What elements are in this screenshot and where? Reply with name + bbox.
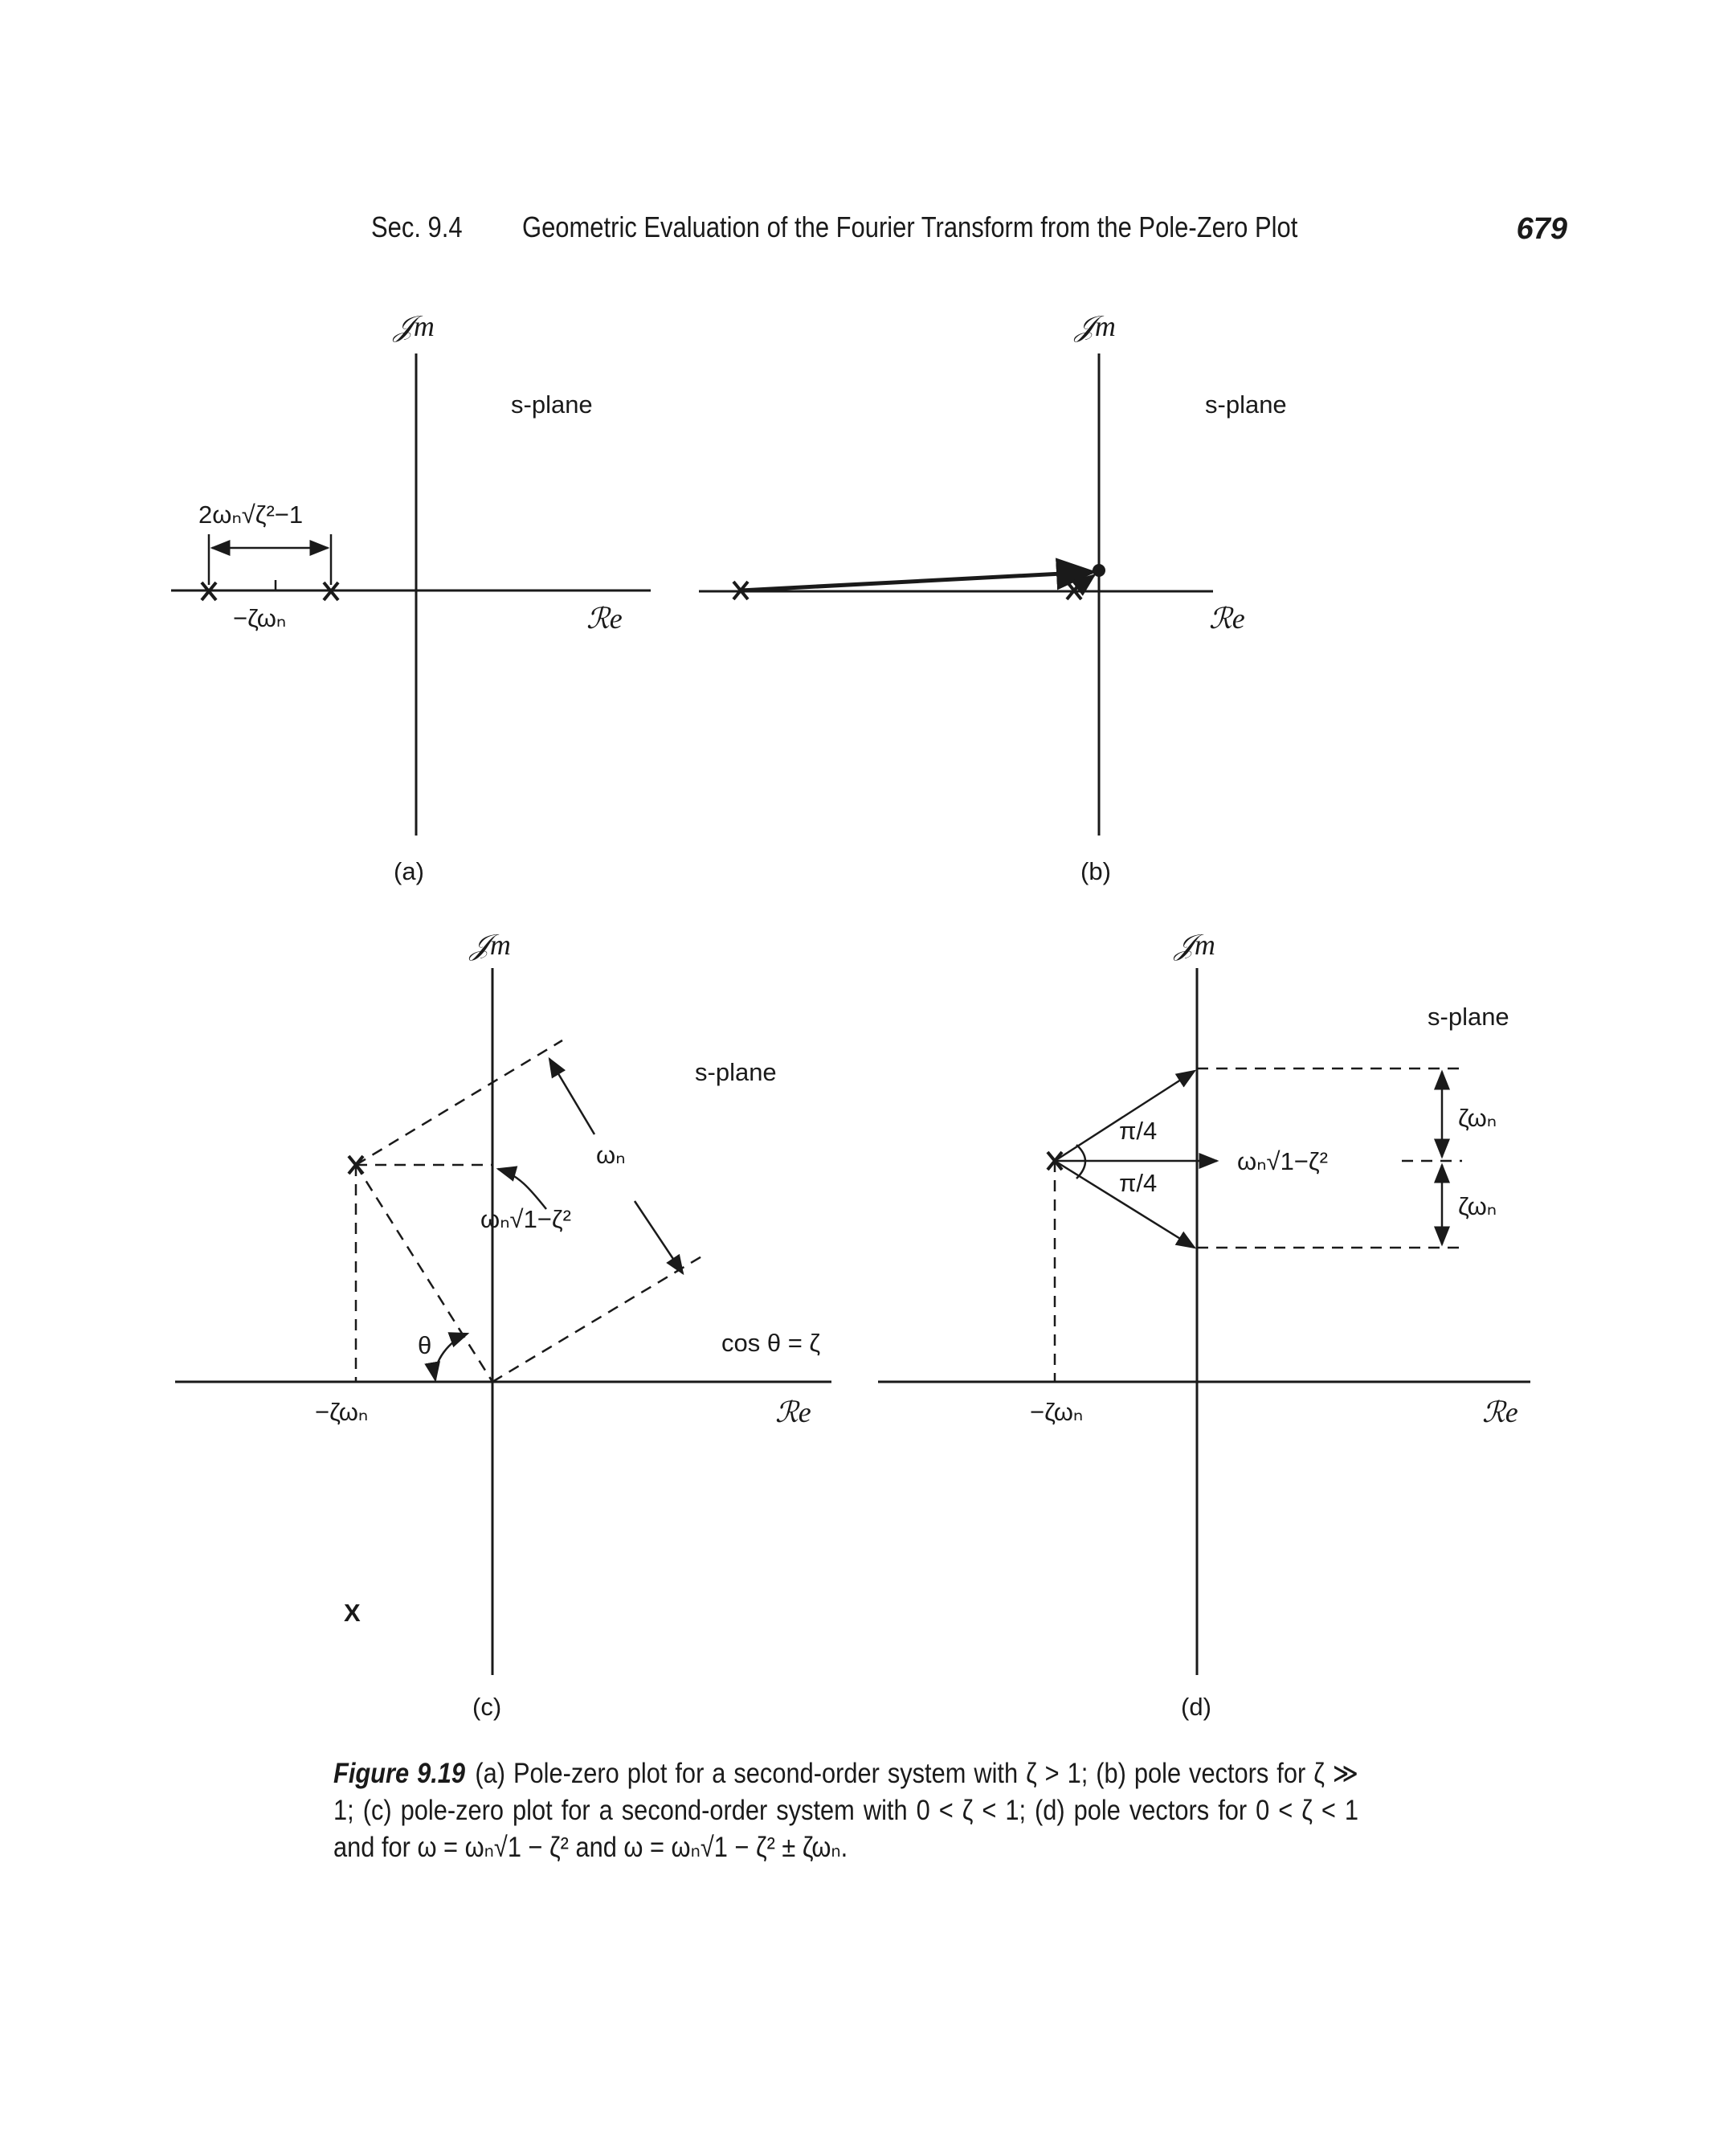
a-re-label: ℛe — [586, 603, 623, 635]
page-number: 679 — [1516, 212, 1567, 246]
c-perp-lower — [492, 1254, 704, 1383]
a-panel-label: (a) — [394, 857, 424, 885]
c-pole-upper-icon — [347, 1154, 365, 1175]
c-theta-arc — [424, 1332, 470, 1383]
d-angle-arc — [1076, 1144, 1087, 1179]
b-im-label: 𝒥m — [1073, 310, 1116, 342]
d-real-label: −ζωₙ — [1030, 1398, 1083, 1426]
c-pole-lower-icon: X — [344, 1599, 361, 1627]
c-imag-label: ωₙ√1−ζ² — [480, 1205, 571, 1233]
c-omega-arrow-top — [548, 1056, 596, 1135]
b-pole-far-icon — [732, 580, 750, 601]
d-pole-icon — [1046, 1150, 1064, 1171]
d-imag-label: ωₙ√1−ζ² — [1237, 1147, 1328, 1175]
d-angle-bottom-label: π/4 — [1119, 1169, 1157, 1197]
c-re-label: ℛe — [775, 1396, 811, 1428]
b-pole-near-icon — [1065, 580, 1083, 601]
panel-a: 𝒥m ℛe s-plane 2ωₙ√ζ²−1 −ζωₙ (a) — [171, 310, 651, 885]
c-perp-upper — [355, 1039, 563, 1167]
d-im-label: 𝒥m — [1173, 929, 1215, 961]
c-pole-radius — [354, 1164, 494, 1383]
d-vector-upper — [1054, 1069, 1197, 1162]
d-re-label: ℛe — [1482, 1396, 1518, 1428]
a-pole-left-icon — [200, 581, 218, 602]
d-zeta-top-label: ζωₙ — [1458, 1104, 1497, 1132]
c-theta-label: θ — [418, 1331, 431, 1359]
b-s-plane-label: s-plane — [1205, 390, 1287, 419]
b-far-pole-vector — [740, 558, 1097, 593]
c-omega-arrow-bottom — [633, 1200, 684, 1276]
c-real-label: −ζωₙ — [315, 1398, 368, 1426]
section-number: Sec. 9.4 — [371, 210, 463, 243]
d-zeta-bottom-label: ζωₙ — [1458, 1192, 1497, 1220]
d-s-plane-label: s-plane — [1428, 1003, 1509, 1031]
d-vector-lower — [1054, 1159, 1197, 1249]
a-s-plane-label: s-plane — [511, 390, 593, 419]
caption-text: (a) Pole-zero plot for a second-order sy… — [333, 1758, 1359, 1863]
b-evaluation-point — [1093, 564, 1105, 577]
c-imag-pointer — [496, 1166, 547, 1210]
caption-label: Figure 9.19 — [333, 1758, 466, 1789]
a-width-label: 2ωₙ√ζ²−1 — [198, 501, 303, 529]
panel-c: 𝒥m ℛe s-plane ωₙ ωₙ√1−ζ² θ cos θ = ζ −ζω… — [175, 929, 831, 1721]
a-im-label: 𝒥m — [392, 310, 435, 342]
figure-caption: Figure 9.19 (a) Pole-zero plot for a seco… — [333, 1755, 1362, 1866]
panel-b: 𝒥m ℛe s-plane (b) — [699, 310, 1287, 885]
a-center-label: −ζωₙ — [233, 604, 286, 632]
b-re-label: ℛe — [1209, 603, 1245, 635]
c-panel-label: (c) — [472, 1693, 501, 1721]
panel-d: 𝒥m ℛe s-plane π/4 π/4 ωₙ√1−ζ² ζωₙ ζωₙ −ζ… — [878, 929, 1530, 1721]
running-title: Geometric Evaluation of the Fourier Tran… — [522, 210, 1298, 243]
c-cos-label: cos θ = ζ — [721, 1329, 820, 1357]
c-omega-label: ωₙ — [596, 1141, 626, 1169]
d-panel-label: (d) — [1181, 1693, 1211, 1721]
a-pole-right-icon — [322, 581, 340, 602]
c-im-label: 𝒥m — [468, 929, 511, 961]
c-s-plane-label: s-plane — [695, 1058, 777, 1086]
d-angle-top-label: π/4 — [1119, 1117, 1157, 1145]
b-panel-label: (b) — [1080, 857, 1111, 885]
